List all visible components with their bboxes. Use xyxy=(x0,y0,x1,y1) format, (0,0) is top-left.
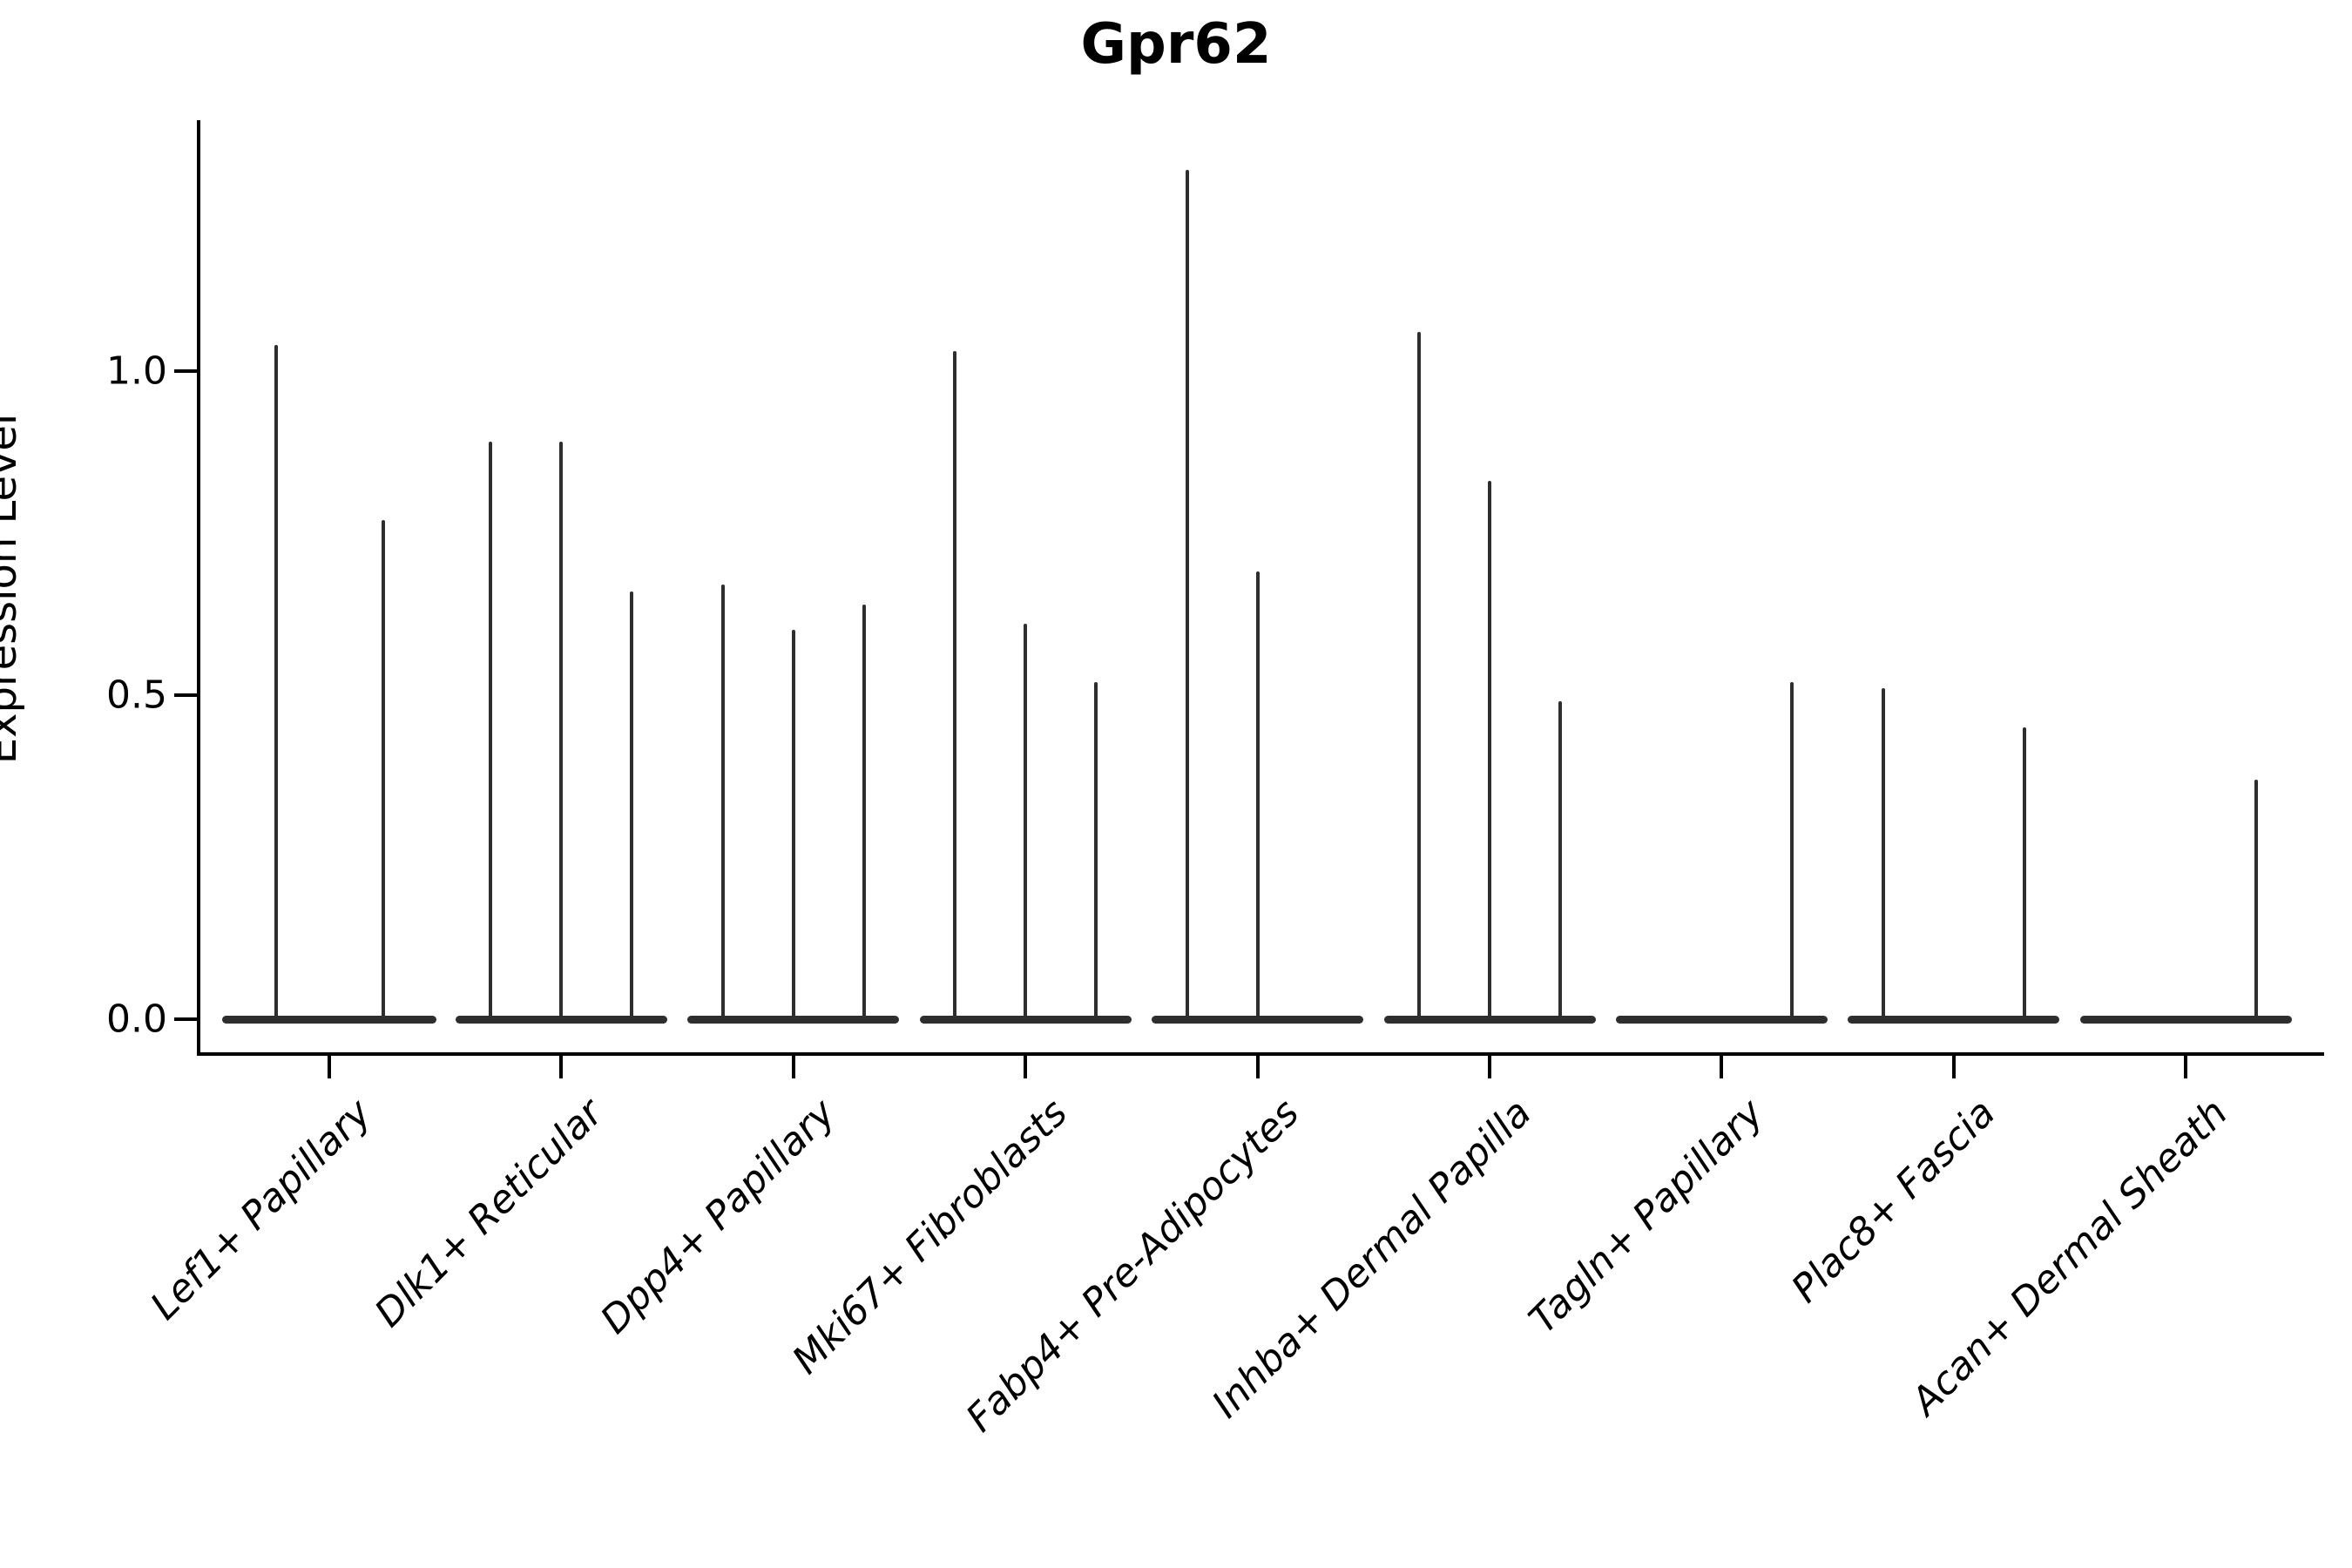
violin-spike xyxy=(791,630,795,1019)
y-tick-label: 0.0 xyxy=(106,997,167,1042)
violin-spike xyxy=(1185,169,1189,1019)
violin-spike xyxy=(1094,681,1098,1019)
y-tick-label: 1.0 xyxy=(106,348,167,393)
violin-baseline xyxy=(1848,1015,2060,1024)
violin-baseline xyxy=(222,1015,436,1024)
x-tick-label: Lef1+ Papillary xyxy=(142,1091,381,1329)
violin-spike xyxy=(1488,481,1491,1019)
violin-spike xyxy=(1024,623,1028,1019)
violin-spike xyxy=(1558,701,1562,1019)
x-tick-label: Dpp4+ Papillary xyxy=(591,1091,844,1343)
x-tick-label: Dlk1+ Reticular xyxy=(367,1091,612,1336)
x-tick-mark xyxy=(791,1056,795,1078)
violin-spike xyxy=(381,519,385,1019)
violin-spike xyxy=(1417,331,1421,1019)
violin-baseline xyxy=(1383,1015,1596,1024)
x-tick-mark xyxy=(559,1056,564,1078)
x-tick-mark xyxy=(2184,1056,2188,1078)
y-tick-mark xyxy=(174,693,197,697)
x-tick-mark xyxy=(328,1056,331,1078)
violin-baseline xyxy=(687,1015,900,1024)
violin-spike xyxy=(2022,727,2026,1019)
chart-title: Gpr62 xyxy=(1080,12,1272,77)
violin-spike xyxy=(2254,779,2259,1019)
x-tick-mark xyxy=(1720,1056,1724,1078)
x-tick-label: Tagln+ Papillary xyxy=(1520,1091,1773,1342)
y-tick-mark xyxy=(174,1017,197,1021)
violin-spike xyxy=(489,442,493,1019)
violin-baseline xyxy=(2079,1015,2292,1024)
violin-baseline xyxy=(919,1015,1132,1024)
x-axis-spine xyxy=(197,1052,2324,1056)
violin-spike xyxy=(274,344,278,1019)
x-tick-mark xyxy=(1951,1056,1956,1078)
y-axis-spine xyxy=(197,120,200,1056)
violin-spike xyxy=(559,442,564,1019)
violin-spike xyxy=(630,591,634,1019)
x-tick-mark xyxy=(1024,1056,1028,1078)
y-tick-mark xyxy=(174,368,197,373)
violin-spike xyxy=(953,351,957,1019)
violin-baseline xyxy=(455,1015,667,1024)
violin-baseline xyxy=(1615,1015,1828,1024)
violin-spike xyxy=(1790,681,1794,1019)
x-tick-mark xyxy=(1488,1056,1491,1078)
violin-spike xyxy=(1881,688,1885,1019)
violin-baseline xyxy=(1152,1015,1364,1024)
x-tick-label: Plac8+ Fascia xyxy=(1783,1091,2004,1312)
violin-spike xyxy=(862,604,866,1019)
violin-spike xyxy=(1255,571,1260,1019)
x-tick-mark xyxy=(1255,1056,1260,1078)
violin-spike xyxy=(720,585,725,1019)
y-tick-label: 0.5 xyxy=(106,672,167,718)
